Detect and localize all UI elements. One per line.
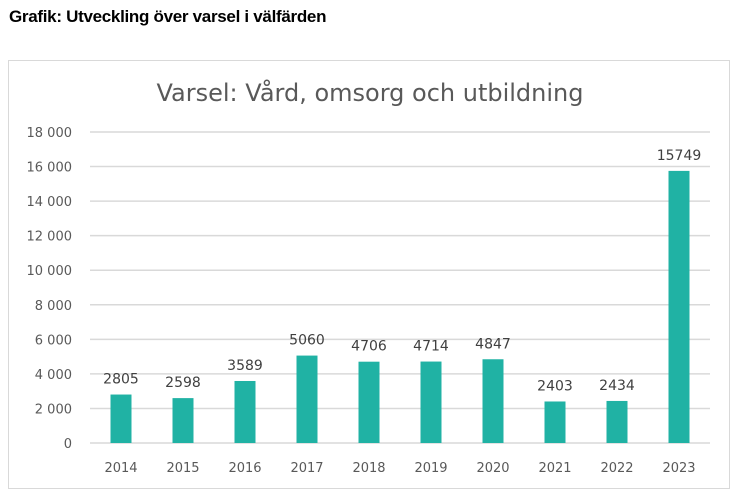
bar-2020 — [482, 359, 504, 443]
data-label: 2598 — [165, 375, 201, 391]
bar-2014 — [110, 394, 132, 443]
data-label: 4714 — [413, 339, 449, 355]
page-heading: Grafik: Utveckling över varsel i välfärd… — [9, 7, 327, 26]
bar-2022 — [606, 400, 628, 443]
bar-2021 — [544, 401, 566, 443]
x-tick-label: 2021 — [538, 461, 571, 476]
data-label: 4847 — [475, 336, 511, 352]
bar-2019 — [420, 361, 442, 443]
x-tick-label: 2022 — [600, 461, 633, 476]
chart-title: Varsel: Vård, omsorg och utbildning — [156, 78, 583, 107]
y-tick-label: 18 000 — [27, 126, 73, 141]
x-tick-label: 2020 — [476, 461, 509, 476]
y-tick-label: 12 000 — [27, 230, 73, 245]
y-tick-label: 14 000 — [27, 195, 73, 210]
chart-frame — [8, 60, 730, 489]
bar-2018 — [358, 361, 380, 443]
x-tick-label: 2016 — [228, 461, 261, 476]
x-tick-label: 2014 — [104, 461, 137, 476]
bar-2015 — [172, 398, 194, 443]
data-label: 3589 — [227, 358, 263, 374]
bar-2023 — [668, 170, 690, 443]
x-tick-label: 2015 — [166, 461, 199, 476]
x-tick-label: 2017 — [290, 461, 323, 476]
data-label: 2805 — [103, 372, 139, 388]
y-tick-label: 16 000 — [27, 161, 73, 176]
data-label: 5060 — [289, 333, 325, 349]
y-tick-label: 10 000 — [27, 264, 73, 279]
x-tick-label: 2019 — [414, 461, 447, 476]
data-label: 4706 — [351, 339, 387, 355]
y-tick-label: 2 000 — [35, 402, 72, 417]
data-label: 2403 — [537, 378, 573, 394]
y-tick-label: 4 000 — [35, 368, 72, 383]
bar-2016 — [234, 380, 256, 443]
y-tick-label: 0 — [64, 437, 72, 452]
x-tick-label: 2023 — [662, 461, 695, 476]
data-label: 2434 — [599, 378, 635, 394]
data-label: 15749 — [657, 148, 702, 164]
x-tick-label: 2018 — [352, 461, 385, 476]
y-tick-label: 8 000 — [35, 299, 72, 314]
y-tick-label: 6 000 — [35, 333, 72, 348]
bar-2017 — [296, 355, 318, 443]
